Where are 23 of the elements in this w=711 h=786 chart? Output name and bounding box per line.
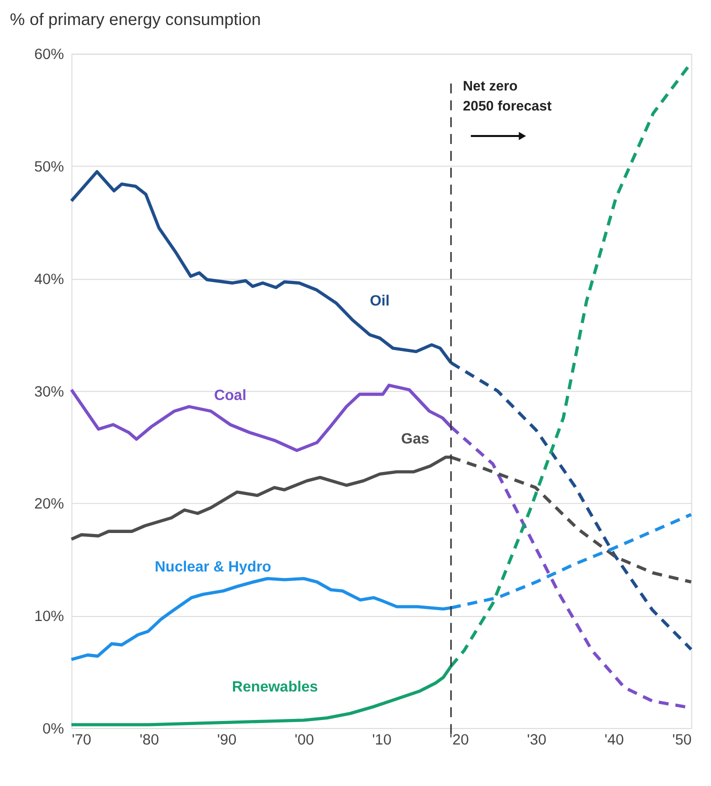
y-tick-label: 0%	[42, 721, 64, 738]
y-tick-label: 10%	[34, 609, 64, 626]
y-tick-label: 60%	[34, 47, 64, 64]
series-label: Gas	[401, 431, 430, 448]
series-label: Renewables	[232, 680, 318, 696]
x-tick-label: '00	[294, 732, 314, 748]
x-tick-label: '10	[372, 732, 392, 748]
y-tick-label: 40%	[34, 272, 64, 288]
x-tick-label: '20	[450, 732, 469, 748]
x-tick-label: '90	[217, 732, 237, 748]
x-tick-label: '40	[604, 732, 624, 748]
x-tick-label: '80	[140, 732, 160, 748]
y-tick-label: 50%	[34, 160, 64, 176]
y-tick-label: 20%	[34, 496, 64, 513]
series-label: Oil	[370, 293, 390, 310]
y-axis-title: % of primary energy consumption	[10, 10, 261, 29]
y-tick-label: 30%	[34, 384, 64, 400]
x-tick-label: '70	[72, 732, 92, 748]
x-tick-label: '50	[672, 732, 692, 748]
series-label: Nuclear & Hydro	[154, 559, 272, 576]
ref-line-label: Net zero 2050 forecast	[462, 77, 552, 114]
series-label: Coal	[214, 388, 246, 404]
x-tick-label: '30	[527, 732, 546, 748]
